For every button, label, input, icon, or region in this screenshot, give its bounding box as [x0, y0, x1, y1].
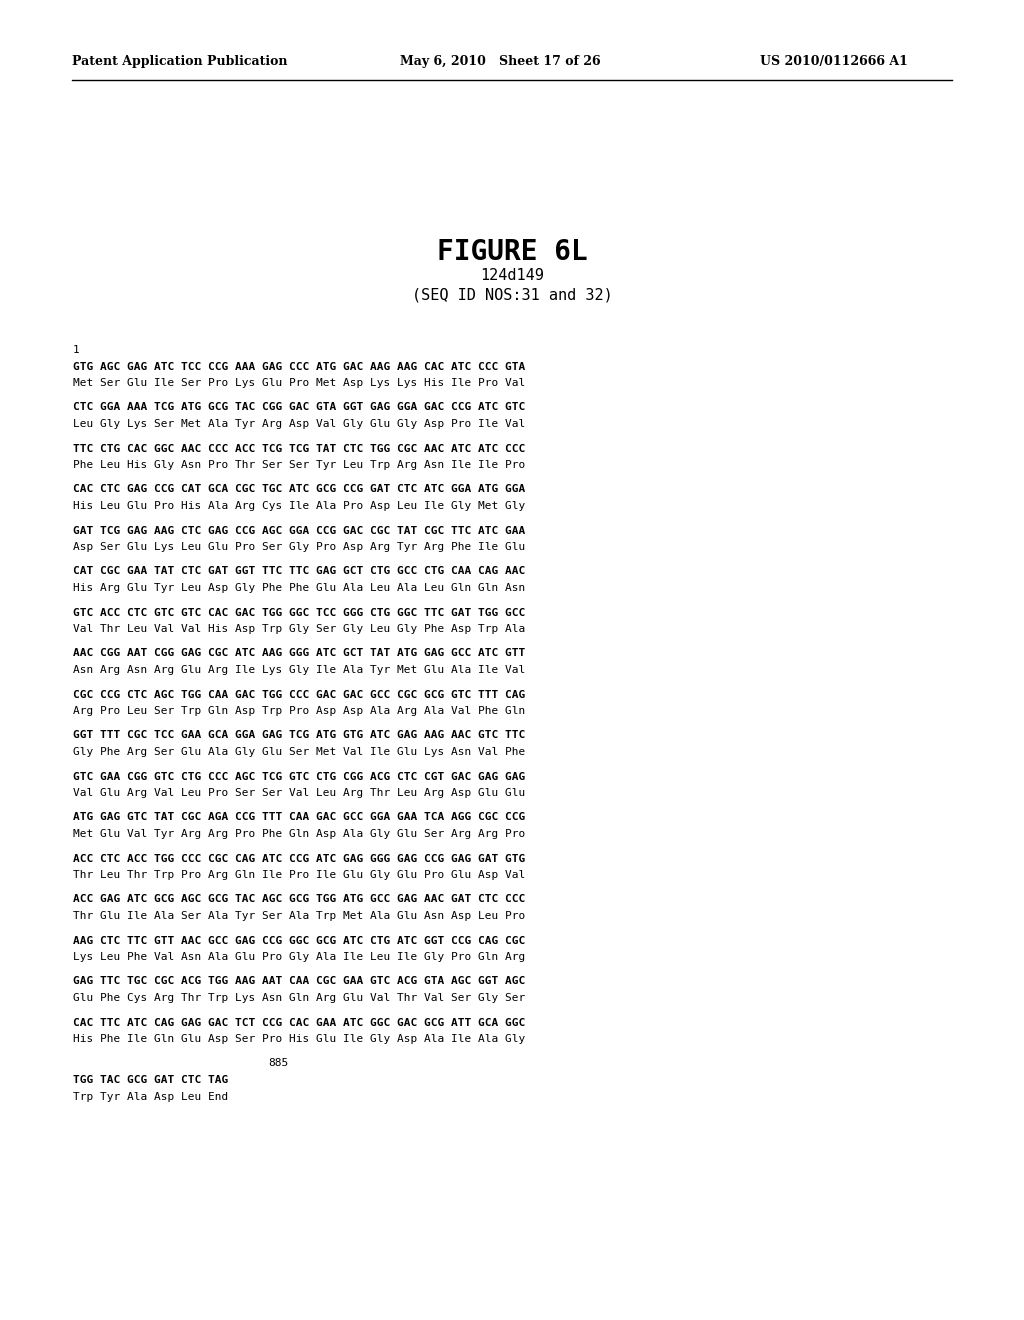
Text: Phe Leu His Gly Asn Pro Thr Ser Ser Tyr Leu Trp Arg Asn Ile Ile Pro: Phe Leu His Gly Asn Pro Thr Ser Ser Tyr …	[73, 459, 525, 470]
Text: GTG AGC GAG ATC TCC CCG AAA GAG CCC ATG GAC AAG AAG CAC ATC CCC GTA: GTG AGC GAG ATC TCC CCG AAA GAG CCC ATG …	[73, 362, 525, 371]
Text: GTC ACC CTC GTC GTC CAC GAC TGG GGC TCC GGG CTG GGC TTC GAT TGG GCC: GTC ACC CTC GTC GTC CAC GAC TGG GGC TCC …	[73, 607, 525, 618]
Text: His Arg Glu Tyr Leu Asp Gly Phe Phe Glu Ala Leu Ala Leu Gln Gln Asn: His Arg Glu Tyr Leu Asp Gly Phe Phe Glu …	[73, 583, 525, 593]
Text: Glu Phe Cys Arg Thr Trp Lys Asn Gln Arg Glu Val Thr Val Ser Gly Ser: Glu Phe Cys Arg Thr Trp Lys Asn Gln Arg …	[73, 993, 525, 1003]
Text: His Phe Ile Gln Glu Asp Ser Pro His Glu Ile Gly Asp Ala Ile Ala Gly: His Phe Ile Gln Glu Asp Ser Pro His Glu …	[73, 1034, 525, 1044]
Text: GTC GAA CGG GTC CTG CCC AGC TCG GTC CTG CGG ACG CTC CGT GAC GAG GAG: GTC GAA CGG GTC CTG CCC AGC TCG GTC CTG …	[73, 771, 525, 781]
Text: May 6, 2010   Sheet 17 of 26: May 6, 2010 Sheet 17 of 26	[400, 55, 601, 69]
Text: Trp Tyr Ala Asp Leu End: Trp Tyr Ala Asp Leu End	[73, 1092, 228, 1101]
Text: Thr Leu Thr Trp Pro Arg Gln Ile Pro Ile Glu Gly Glu Pro Glu Asp Val: Thr Leu Thr Trp Pro Arg Gln Ile Pro Ile …	[73, 870, 525, 880]
Text: Leu Gly Lys Ser Met Ala Tyr Arg Asp Val Gly Glu Gly Asp Pro Ile Val: Leu Gly Lys Ser Met Ala Tyr Arg Asp Val …	[73, 418, 525, 429]
Text: TGG TAC GCG GAT CTC TAG: TGG TAC GCG GAT CTC TAG	[73, 1074, 228, 1085]
Text: ACC CTC ACC TGG CCC CGC CAG ATC CCG ATC GAG GGG GAG CCG GAG GAT GTG: ACC CTC ACC TGG CCC CGC CAG ATC CCG ATC …	[73, 854, 525, 863]
Text: CAC CTC GAG CCG CAT GCA CGC TGC ATC GCG CCG GAT CTC ATC GGA ATG GGA: CAC CTC GAG CCG CAT GCA CGC TGC ATC GCG …	[73, 484, 525, 495]
Text: ACC GAG ATC GCG AGC GCG TAC AGC GCG TGG ATG GCC GAG AAC GAT CTC CCC: ACC GAG ATC GCG AGC GCG TAC AGC GCG TGG …	[73, 895, 525, 904]
Text: Val Glu Arg Val Leu Pro Ser Ser Val Leu Arg Thr Leu Arg Asp Glu Glu: Val Glu Arg Val Leu Pro Ser Ser Val Leu …	[73, 788, 525, 799]
Text: Met Glu Val Tyr Arg Arg Pro Phe Gln Asp Ala Gly Glu Ser Arg Arg Pro: Met Glu Val Tyr Arg Arg Pro Phe Gln Asp …	[73, 829, 525, 840]
Text: CAT CGC GAA TAT CTC GAT GGT TTC TTC GAG GCT CTG GCC CTG CAA CAG AAC: CAT CGC GAA TAT CTC GAT GGT TTC TTC GAG …	[73, 566, 525, 577]
Text: CTC GGA AAA TCG ATG GCG TAC CGG GAC GTA GGT GAG GGA GAC CCG ATC GTC: CTC GGA AAA TCG ATG GCG TAC CGG GAC GTA …	[73, 403, 525, 412]
Text: 124d149: 124d149	[480, 268, 544, 282]
Text: AAC CGG AAT CGG GAG CGC ATC AAG GGG ATC GCT TAT ATG GAG GCC ATC GTT: AAC CGG AAT CGG GAG CGC ATC AAG GGG ATC …	[73, 648, 525, 659]
Text: US 2010/0112666 A1: US 2010/0112666 A1	[760, 55, 908, 69]
Text: GGT TTT CGC TCC GAA GCA GGA GAG TCG ATG GTG ATC GAG AAG AAC GTC TTC: GGT TTT CGC TCC GAA GCA GGA GAG TCG ATG …	[73, 730, 525, 741]
Text: Arg Pro Leu Ser Trp Gln Asp Trp Pro Asp Asp Ala Arg Ala Val Phe Gln: Arg Pro Leu Ser Trp Gln Asp Trp Pro Asp …	[73, 706, 525, 715]
Text: Val Thr Leu Val Val His Asp Trp Gly Ser Gly Leu Gly Phe Asp Trp Ala: Val Thr Leu Val Val His Asp Trp Gly Ser …	[73, 624, 525, 634]
Text: CAC TTC ATC CAG GAG GAC TCT CCG CAC GAA ATC GGC GAC GCG ATT GCA GGC: CAC TTC ATC CAG GAG GAC TCT CCG CAC GAA …	[73, 1018, 525, 1027]
Text: Met Ser Glu Ile Ser Pro Lys Glu Pro Met Asp Lys Lys His Ile Pro Val: Met Ser Glu Ile Ser Pro Lys Glu Pro Met …	[73, 378, 525, 388]
Text: ATG GAG GTC TAT CGC AGA CCG TTT CAA GAC GCC GGA GAA TCA AGG CGC CCG: ATG GAG GTC TAT CGC AGA CCG TTT CAA GAC …	[73, 813, 525, 822]
Text: Lys Leu Phe Val Asn Ala Glu Pro Gly Ala Ile Leu Ile Gly Pro Gln Arg: Lys Leu Phe Val Asn Ala Glu Pro Gly Ala …	[73, 952, 525, 962]
Text: 885: 885	[268, 1059, 288, 1068]
Text: (SEQ ID NOS:31 and 32): (SEQ ID NOS:31 and 32)	[412, 288, 612, 304]
Text: FIGURE 6L: FIGURE 6L	[436, 238, 588, 267]
Text: His Leu Glu Pro His Ala Arg Cys Ile Ala Pro Asp Leu Ile Gly Met Gly: His Leu Glu Pro His Ala Arg Cys Ile Ala …	[73, 502, 525, 511]
Text: Thr Glu Ile Ala Ser Ala Tyr Ser Ala Trp Met Ala Glu Asn Asp Leu Pro: Thr Glu Ile Ala Ser Ala Tyr Ser Ala Trp …	[73, 911, 525, 921]
Text: CGC CCG CTC AGC TGG CAA GAC TGG CCC GAC GAC GCC CGC GCG GTC TTT CAG: CGC CCG CTC AGC TGG CAA GAC TGG CCC GAC …	[73, 689, 525, 700]
Text: GAT TCG GAG AAG CTC GAG CCG AGC GGA CCG GAC CGC TAT CGC TTC ATC GAA: GAT TCG GAG AAG CTC GAG CCG AGC GGA CCG …	[73, 525, 525, 536]
Text: Asp Ser Glu Lys Leu Glu Pro Ser Gly Pro Asp Arg Tyr Arg Phe Ile Glu: Asp Ser Glu Lys Leu Glu Pro Ser Gly Pro …	[73, 543, 525, 552]
Text: TTC CTG CAC GGC AAC CCC ACC TCG TCG TAT CTC TGG CGC AAC ATC ATC CCC: TTC CTG CAC GGC AAC CCC ACC TCG TCG TAT …	[73, 444, 525, 454]
Text: AAG CTC TTC GTT AAC GCC GAG CCG GGC GCG ATC CTG ATC GGT CCG CAG CGC: AAG CTC TTC GTT AAC GCC GAG CCG GGC GCG …	[73, 936, 525, 945]
Text: Patent Application Publication: Patent Application Publication	[72, 55, 288, 69]
Text: GAG TTC TGC CGC ACG TGG AAG AAT CAA CGC GAA GTC ACG GTA AGC GGT AGC: GAG TTC TGC CGC ACG TGG AAG AAT CAA CGC …	[73, 977, 525, 986]
Text: Gly Phe Arg Ser Glu Ala Gly Glu Ser Met Val Ile Glu Lys Asn Val Phe: Gly Phe Arg Ser Glu Ala Gly Glu Ser Met …	[73, 747, 525, 756]
Text: Asn Arg Asn Arg Glu Arg Ile Lys Gly Ile Ala Tyr Met Glu Ala Ile Val: Asn Arg Asn Arg Glu Arg Ile Lys Gly Ile …	[73, 665, 525, 675]
Text: 1: 1	[73, 345, 80, 355]
